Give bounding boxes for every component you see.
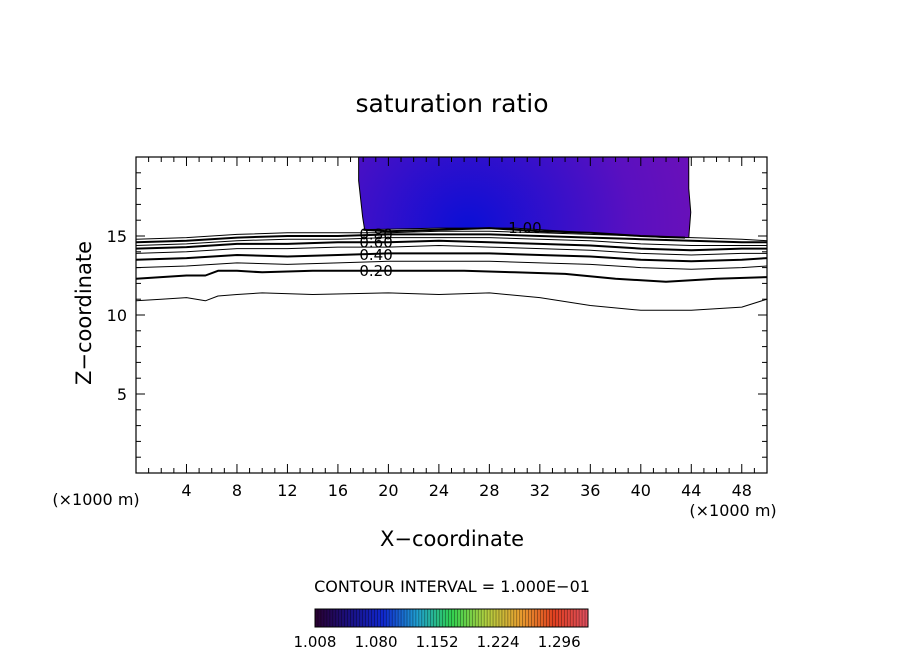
- x-tick-label: 4: [181, 481, 191, 500]
- contour-line-0-7: [136, 237, 767, 246]
- x-tick-label: 48: [732, 481, 752, 500]
- x-tick-labels: 4 8 12 16 20 24 28 32 36 40 44 48: [181, 481, 752, 500]
- contour-label: 1.00: [508, 219, 541, 237]
- y-tick-label: 10: [107, 306, 127, 325]
- x-axis-label: X−coordinate: [380, 527, 524, 551]
- contour-label: 0.20: [359, 262, 392, 280]
- colorbar-stripes: [317, 609, 586, 627]
- x-tick-label: 8: [232, 481, 242, 500]
- contour-line-0-4: [136, 252, 767, 263]
- x-tick-label: 12: [277, 481, 297, 500]
- x-tick-label: 20: [378, 481, 398, 500]
- colorbar-tick-label: 1.080: [355, 633, 398, 651]
- x-unit-right: (×1000 m): [689, 501, 776, 520]
- colorbar-tick-label: 1.008: [294, 633, 337, 651]
- x-tick-label: 40: [631, 481, 651, 500]
- axis-ticks: [136, 157, 767, 473]
- contour-interval-text: CONTOUR INTERVAL = 1.000E−01: [314, 577, 590, 596]
- colorbar-tick-labels: 1.008 1.080 1.152 1.224 1.296: [294, 633, 581, 651]
- x-tick-label: 36: [580, 481, 600, 500]
- y-tick-labels: 5 10 15: [107, 227, 127, 404]
- contour-label: 0.40: [359, 246, 392, 264]
- x-tick-label: 44: [681, 481, 701, 500]
- contour-label: 0.60: [359, 233, 392, 251]
- colorbar-tick-label: 1.152: [416, 633, 459, 651]
- contour-label: 0.80: [359, 225, 392, 243]
- contour-line-1-0: [363, 227, 686, 239]
- y-axis-label: Z−coordinate: [72, 241, 96, 385]
- contour-lines: [136, 227, 767, 311]
- x-tick-label: 24: [429, 481, 449, 500]
- contour-line-0-5: [136, 245, 767, 256]
- contour-line-0-2: [136, 269, 767, 283]
- colorbar-tick-label: 1.296: [538, 633, 581, 651]
- contour-line-0-8: [136, 233, 767, 244]
- x-tick-label: 28: [479, 481, 499, 500]
- contour-line-0-1: [136, 292, 767, 311]
- x-tick-label: 16: [328, 481, 348, 500]
- x-tick-label: 32: [530, 481, 550, 500]
- x-unit-left: (×1000 m): [52, 490, 139, 509]
- contour-line-0-3: [136, 260, 767, 270]
- chart-title: saturation ratio: [355, 89, 548, 118]
- y-tick-label: 15: [107, 227, 127, 246]
- plot-area: 0.200.400.600.80 1.00: [136, 157, 767, 311]
- contour-line-0-6: [136, 239, 767, 252]
- y-tick-label: 5: [117, 385, 127, 404]
- colorbar-tick-label: 1.224: [477, 633, 520, 651]
- colorbar: 1.008 1.080 1.152 1.224 1.296: [294, 608, 589, 651]
- contour-labels: 0.200.400.600.80 1.00: [359, 219, 541, 280]
